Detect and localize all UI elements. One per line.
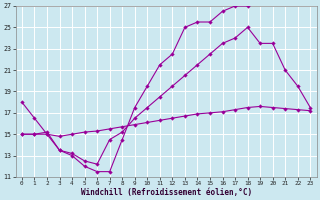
X-axis label: Windchill (Refroidissement éolien,°C): Windchill (Refroidissement éolien,°C) [81, 188, 252, 197]
